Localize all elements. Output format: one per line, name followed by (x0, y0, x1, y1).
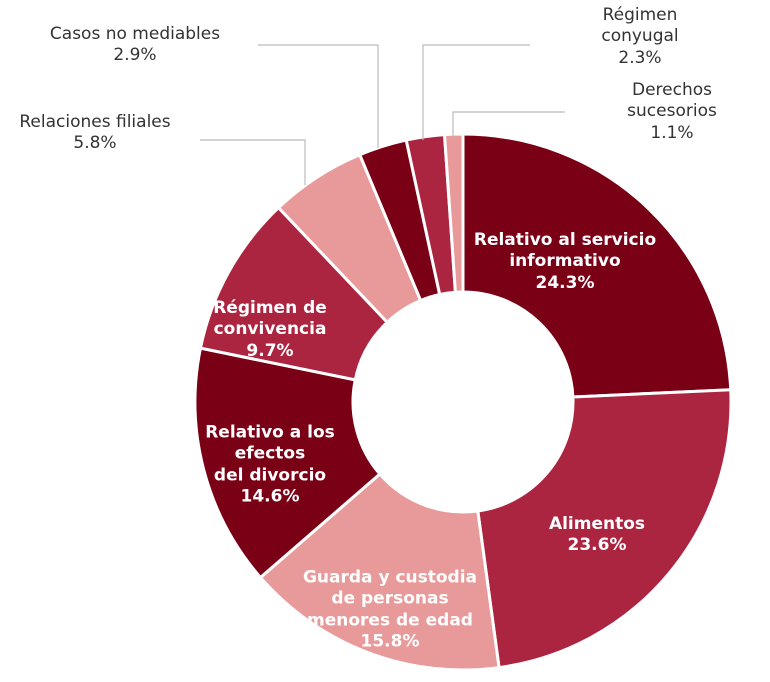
value-label: 9.7% (246, 340, 294, 361)
slice-label: Régimen de convivencia 9.7% (213, 298, 327, 362)
category-label: Alimentos (548, 513, 646, 534)
donut-slice (476, 388, 733, 670)
donut-slice (258, 471, 501, 672)
slice-label: Casos no mediables 2.9% (50, 24, 220, 67)
value-label: 24.3% (535, 272, 595, 293)
slice-label: Derechos sucesorios 1.1% (623, 80, 721, 144)
slice-label: Relativo a los efectos del divorcio 14.6% (205, 423, 335, 508)
slice-label: Alimentos 23.6% (549, 514, 645, 557)
value-label: 2.9% (113, 45, 157, 65)
value-label: 2.3% (618, 47, 662, 68)
slice-label: Relativo al servicio informativo 24.3% (474, 230, 656, 294)
value-label: 5.8% (73, 133, 117, 153)
category-label: Casos no mediables (49, 23, 221, 44)
donut-slice (461, 132, 733, 399)
category-label: Régimen de convivencia (213, 298, 327, 340)
category-label: Relaciones filiales (19, 111, 171, 132)
value-label: 14.6% (240, 486, 300, 507)
slice-label: Régimen conyugal 2.3% (575, 5, 705, 69)
donut-slice (442, 132, 465, 294)
category-label: Régimen conyugal (601, 5, 679, 47)
slice-label: Guarda y custodia de personas menores de… (303, 568, 477, 653)
value-label: 15.8% (360, 631, 420, 652)
leader-line (200, 139, 306, 185)
leader-line (452, 111, 565, 137)
slice-label: Relaciones filiales 5.8% (19, 112, 170, 155)
value-label: 23.6% (567, 535, 627, 555)
donut-slice (193, 346, 382, 580)
category-label: Relativo al servicio informativo (473, 230, 657, 272)
category-label: Relativo a los efectos del divorcio (205, 422, 335, 486)
value-label: 1.1% (650, 122, 694, 143)
category-label: Guarda y custodia de personas menores de… (302, 567, 478, 631)
leader-line (422, 44, 530, 140)
leader-line (258, 44, 379, 148)
category-label: Derechos sucesorios (627, 80, 717, 122)
